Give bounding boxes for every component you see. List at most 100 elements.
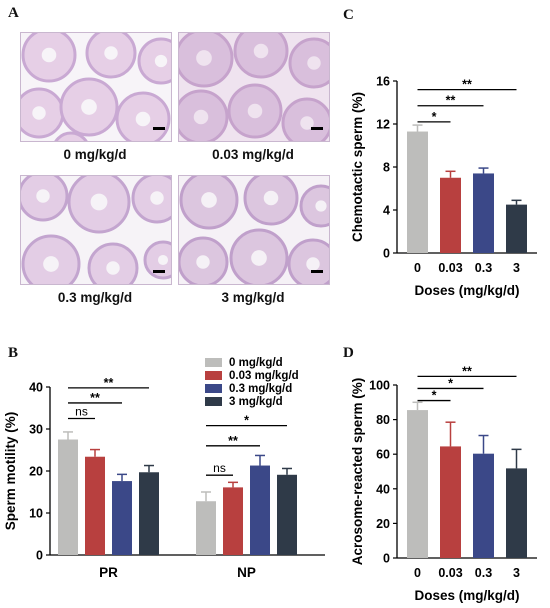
tubule-lumen [247, 103, 263, 119]
tubule-lumen [196, 255, 210, 269]
significance-label: * [244, 414, 249, 428]
scale-bar [311, 270, 323, 273]
legend-swatch [205, 371, 222, 380]
micrograph-label: 3 mg/kg/d [221, 290, 285, 305]
tubule-lumen [201, 192, 217, 208]
y-tick-label: 12 [376, 118, 390, 132]
bar [85, 456, 105, 555]
bar [223, 487, 243, 555]
significance-label: ** [104, 376, 114, 390]
bar [506, 468, 527, 558]
scale-bar [311, 127, 323, 130]
panel-letter-b: B [8, 345, 19, 361]
micrograph-3 [178, 175, 330, 285]
bar [277, 474, 297, 555]
micrograph-label: 0 mg/kg/d [63, 147, 127, 162]
y-tick-label: 20 [376, 517, 390, 531]
chart-acrosome-reacted-sperm: 0 20 40 60 80 100 Acrosome-reacted sperm (%) 0 0… [350, 364, 537, 603]
x-tick-label: 3 [513, 261, 520, 275]
y-tick-label: 4 [383, 204, 390, 218]
legend-label: 0.03 mg/kg/d [229, 370, 299, 382]
tubule-lumen [253, 43, 269, 59]
significance-label: * [448, 376, 453, 390]
tubule-lumen [41, 47, 57, 63]
panel-letter-d: D [343, 345, 354, 361]
y-axis-label: Acrosome-reacted sperm (%) [350, 378, 365, 566]
bar [196, 501, 216, 555]
tubule-section [299, 184, 329, 228]
y-tick-label: 40 [376, 482, 390, 496]
tubule-lumen [315, 200, 327, 212]
tubule-lumen [106, 261, 120, 275]
bar [407, 131, 428, 253]
x-tick-label: 0.03 [438, 261, 462, 275]
bar [440, 177, 461, 253]
x-category-label: PR [99, 565, 118, 580]
y-tick-label: 80 [376, 413, 390, 427]
y-axis-label: Sperm motility (%) [3, 412, 18, 531]
y-tick-label: 0 [383, 552, 390, 566]
bar [506, 204, 527, 253]
micrograph-0 [20, 32, 172, 142]
x-axis-label: Doses (mg/kg/d) [414, 588, 519, 603]
tubule-lumen [36, 189, 50, 203]
tubule-lumen [193, 109, 209, 125]
micrograph-03 [20, 175, 172, 285]
y-tick-label: 8 [383, 161, 390, 175]
significance-label: * [432, 389, 437, 403]
tubule-lumen [43, 256, 59, 272]
tubule-lumen [196, 50, 212, 66]
tubule-lumen [306, 257, 320, 271]
micrograph-label: 0.03 mg/kg/d [212, 147, 294, 162]
significance-label: ns [75, 405, 88, 419]
significance-label: ** [446, 94, 456, 108]
tubule-lumen [32, 106, 46, 120]
x-tick-label: 0.3 [475, 566, 492, 580]
y-axis-label: Chemotactic sperm (%) [350, 92, 365, 242]
significance-label: ** [228, 434, 238, 448]
panel-letter-a: A [8, 5, 19, 21]
y-tick-label: 0 [36, 549, 43, 563]
legend-label: 0 mg/kg/d [229, 357, 283, 369]
micrograph-003 [178, 32, 330, 142]
tubule-lumen [104, 46, 118, 60]
tubule-lumen [300, 116, 314, 130]
y-tick-label: 40 [29, 381, 43, 395]
x-tick-label: 0.3 [475, 261, 492, 275]
tubule-lumen [154, 54, 168, 68]
panel-letter-c: C [343, 7, 354, 23]
micrograph-label: 0.3 mg/kg/d [57, 290, 133, 305]
bar [473, 453, 494, 558]
tubule-lumen [90, 193, 108, 211]
bar [440, 446, 461, 558]
x-tick-label: 0 [414, 566, 421, 580]
significance-label: ns [213, 461, 226, 475]
significance-label: ** [462, 364, 472, 378]
bar [112, 481, 132, 555]
y-tick-label: 20 [29, 465, 43, 479]
significance-label: ** [90, 391, 100, 405]
x-tick-label: 0.03 [438, 566, 462, 580]
tubule-lumen [135, 111, 151, 127]
bar [473, 173, 494, 253]
tubule-lumen [263, 190, 279, 206]
x-axis-label: Doses (mg/kg/d) [414, 283, 519, 298]
tubule-lumen [81, 99, 97, 115]
legend-swatch [205, 358, 222, 367]
legend-label: 3 mg/kg/d [229, 396, 283, 408]
legend-label: 0.3 mg/kg/d [229, 383, 292, 395]
y-tick-label: 0 [383, 247, 390, 261]
y-tick-label: 60 [376, 448, 390, 462]
scale-bar [153, 270, 165, 273]
bar [58, 439, 78, 555]
scale-bar [153, 127, 165, 130]
x-category-label: NP [237, 565, 256, 580]
y-tick-label: 10 [29, 507, 43, 521]
y-tick-label: 16 [376, 75, 390, 89]
legend-swatch [205, 397, 222, 406]
bar [250, 465, 270, 555]
y-tick-label: 30 [29, 423, 43, 437]
tubule-lumen [157, 254, 169, 266]
